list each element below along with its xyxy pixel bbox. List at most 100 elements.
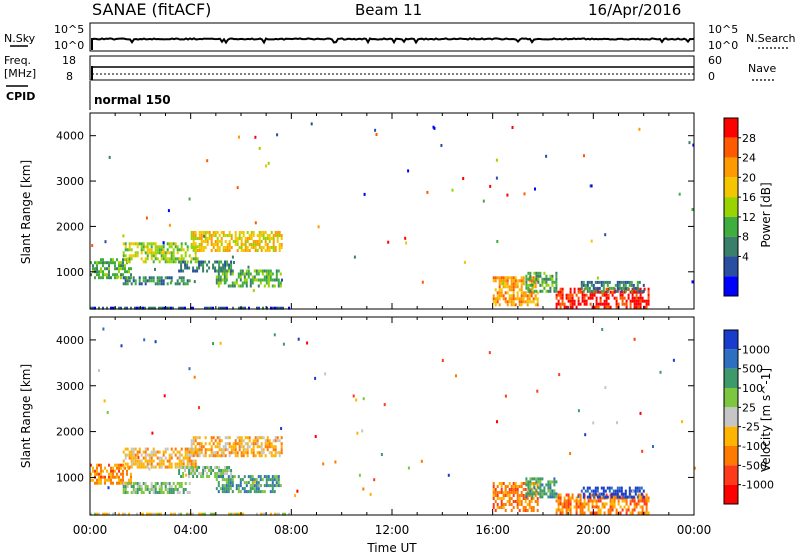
data-cell [539,480,542,484]
data-cell [226,469,229,472]
data-cell [90,273,92,277]
data-cell [154,512,156,516]
data-cell [277,284,280,288]
data-cell [120,273,122,277]
data-cell [210,512,212,516]
data-cell [498,285,501,289]
data-cell [561,508,564,512]
data-cell [217,475,220,479]
data-cell [144,485,147,488]
data-cell [579,287,582,291]
data-cell [567,496,570,500]
data-cell [146,242,149,246]
data-cell [186,447,189,451]
data-cell [231,484,234,488]
data-cell [569,508,572,512]
data-cell [172,260,175,264]
data-cell [581,502,584,506]
data-cell [130,491,133,494]
data-cell [637,305,640,309]
data-cell [194,251,197,255]
data-cell [184,482,187,485]
data-cell [522,276,525,280]
data-cell [633,499,636,503]
data-cell [559,499,562,503]
data-cell [541,483,544,487]
data-cell [160,245,163,249]
data-cell [252,448,255,452]
data-cell [592,489,595,493]
data-cell [148,453,151,457]
data-cell [512,282,515,286]
data-cell [606,495,609,499]
data-cell [555,302,558,306]
data-cell [98,276,100,280]
data-cell [524,500,527,503]
data-cell [598,492,601,496]
data-cell [239,275,242,279]
data-cell [571,293,574,297]
power-ylabel: Slant Range [km] [19,160,33,264]
colorbar-tick-label: 28 [742,132,756,145]
data-cell [226,436,229,440]
data-cell [172,450,175,454]
data-cell [126,248,129,252]
data-cell [148,306,150,310]
data-cell [279,281,282,285]
data-cell [228,451,231,455]
data-cell [216,243,219,246]
data-cell [247,275,250,279]
data-cell [274,306,276,310]
data-cell [633,296,636,300]
data-cell [222,263,225,267]
data-cell [234,234,237,237]
data-cell [253,275,256,279]
data-cell [104,512,106,516]
data-cell [565,293,568,297]
data-cell [116,267,118,271]
data-cell [102,475,104,479]
data-cell [190,243,193,246]
data-cell [522,294,525,298]
data-cell [202,249,205,252]
data-cell [234,237,237,240]
data-cell [244,240,247,243]
data-cell [631,287,634,291]
data-cell [645,502,648,506]
data-cell [178,260,181,264]
data-cell [134,282,137,286]
data-cell [255,269,258,273]
data-cell [154,251,157,255]
data-cell [604,489,607,493]
data-cell [525,277,528,281]
data-cell [144,260,147,264]
data-cell [94,472,96,476]
data-cell [280,436,283,440]
data-cell [555,289,558,293]
data-cell [594,489,597,493]
data-cell [126,472,128,476]
data-cell [112,258,114,262]
data-cell [227,487,230,491]
data-cell [577,499,580,503]
data-cell [636,280,639,284]
data-cell [541,477,544,481]
data-cell [615,302,618,306]
data-cell [176,491,179,494]
data-cell [219,275,222,279]
data-cell [516,485,519,488]
data-cell [200,263,203,267]
data-cell [559,293,562,297]
data-cell [528,494,531,497]
data-cell [188,491,191,494]
data-cell [204,306,206,310]
data-cell [530,276,533,280]
data-cell [275,278,278,282]
data-cell [202,466,205,469]
data-cell [518,279,521,283]
data-cell [140,282,143,286]
data-cell [128,482,131,485]
data-cell [616,289,619,293]
data-cell [108,261,110,265]
data-cell [638,486,641,490]
